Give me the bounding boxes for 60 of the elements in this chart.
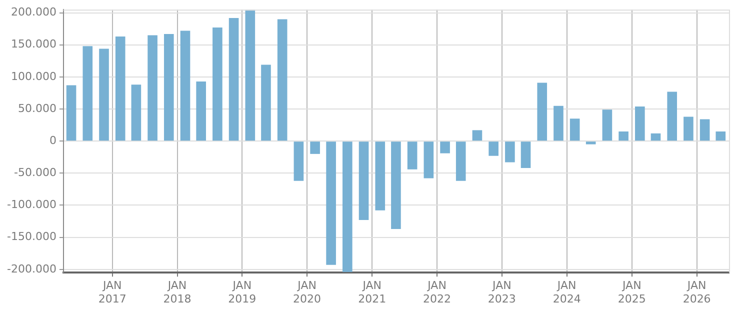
x-tick-label: JAN 2017 (98, 279, 126, 306)
x-tick-label: JAN 2018 (163, 279, 192, 306)
x-tick-label: JAN 2019 (228, 279, 256, 306)
bar (261, 64, 271, 141)
bar (148, 35, 158, 141)
y-tick-label: 200.000 (10, 6, 56, 19)
y-tick-label: -50.000 (14, 166, 56, 180)
bar (180, 30, 190, 141)
bar (700, 119, 710, 141)
bar (212, 28, 222, 141)
y-tick-label: -150.000 (6, 230, 56, 244)
y-tick-label: 0 (49, 134, 56, 147)
x-tick-label: JAN 2020 (293, 279, 322, 306)
bar (277, 19, 288, 141)
bar (440, 142, 450, 154)
bar (99, 48, 109, 141)
bar (407, 142, 418, 170)
bar (586, 142, 596, 144)
bar (294, 142, 304, 181)
bar (326, 142, 336, 265)
bar (716, 131, 726, 141)
bar (488, 142, 498, 156)
bar (228, 18, 239, 141)
x-tick-label: JAN 2023 (488, 279, 516, 306)
x-tick-label: JAN 2025 (618, 279, 646, 306)
bar (570, 118, 580, 141)
bar (650, 133, 661, 141)
bar (391, 142, 401, 229)
bar (82, 46, 93, 141)
bar (115, 36, 126, 141)
x-tick-label: JAN 2021 (358, 279, 386, 306)
bar (131, 84, 142, 141)
bar (602, 110, 612, 141)
y-tick-label: -100.000 (6, 198, 56, 212)
bar (505, 142, 515, 162)
bar (537, 82, 548, 141)
bar (635, 106, 645, 141)
x-tick-label: JAN 2024 (552, 279, 581, 306)
y-tick-label: 100.000 (10, 70, 56, 83)
bar (472, 130, 482, 141)
x-tick-label: JAN 2022 (423, 279, 452, 306)
bar (196, 81, 206, 141)
bar (358, 142, 369, 220)
bar (456, 142, 466, 181)
bar (554, 106, 564, 141)
bar (310, 142, 320, 154)
bar (618, 131, 628, 141)
bar (245, 10, 256, 141)
bar (375, 142, 386, 210)
bar (66, 85, 76, 141)
y-tick-label: -200.000 (6, 262, 56, 276)
bar (684, 116, 694, 141)
x-tick-label: JAN 2026 (682, 279, 711, 306)
bar (424, 142, 434, 178)
bar (342, 142, 352, 272)
y-tick-label: 150.000 (10, 38, 56, 51)
bar (667, 92, 678, 141)
y-tick-label: 50.000 (18, 102, 56, 115)
bar (164, 34, 174, 141)
bar (520, 142, 531, 168)
